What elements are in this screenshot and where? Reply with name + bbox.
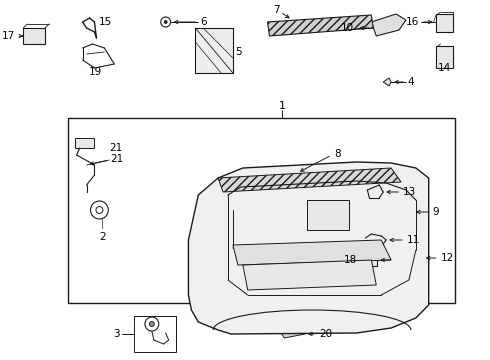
Polygon shape [371, 14, 406, 36]
Text: 16: 16 [406, 17, 419, 27]
Bar [436, 14, 453, 32]
Text: 15: 15 [98, 17, 112, 27]
Polygon shape [243, 260, 376, 290]
Bar [436, 46, 453, 68]
Text: 4: 4 [408, 77, 415, 87]
Bar [68, 118, 455, 303]
Circle shape [145, 317, 159, 331]
Polygon shape [218, 168, 401, 192]
Text: 6: 6 [200, 17, 207, 27]
Circle shape [161, 17, 171, 27]
Polygon shape [280, 328, 305, 338]
Bar [74, 138, 95, 148]
Text: 20: 20 [319, 329, 332, 339]
Text: 11: 11 [407, 235, 420, 245]
Bar [307, 200, 348, 230]
Text: 7: 7 [273, 5, 280, 15]
Text: 9: 9 [433, 207, 439, 217]
Polygon shape [360, 200, 413, 225]
Text: 21: 21 [110, 154, 123, 164]
Text: 13: 13 [403, 187, 416, 197]
Circle shape [96, 207, 103, 213]
Circle shape [164, 21, 167, 23]
Text: 2: 2 [99, 232, 106, 242]
Bar [24, 28, 45, 44]
Text: 1: 1 [279, 101, 286, 111]
Text: 8: 8 [334, 149, 341, 159]
Text: 14: 14 [438, 63, 451, 73]
Bar [134, 316, 175, 352]
Bar [196, 28, 233, 73]
Text: 10: 10 [341, 23, 354, 33]
Polygon shape [268, 15, 373, 36]
Circle shape [149, 321, 154, 327]
Text: 19: 19 [89, 67, 102, 77]
Polygon shape [383, 78, 391, 86]
Text: 17: 17 [2, 31, 15, 41]
Text: 12: 12 [441, 253, 454, 263]
Polygon shape [233, 240, 391, 265]
Polygon shape [189, 162, 429, 334]
Polygon shape [391, 252, 423, 263]
Circle shape [91, 201, 108, 219]
Text: 21: 21 [109, 143, 122, 153]
Text: 5: 5 [235, 47, 242, 57]
Text: 18: 18 [344, 255, 358, 265]
Text: 3: 3 [114, 329, 120, 339]
Bar [364, 254, 377, 266]
